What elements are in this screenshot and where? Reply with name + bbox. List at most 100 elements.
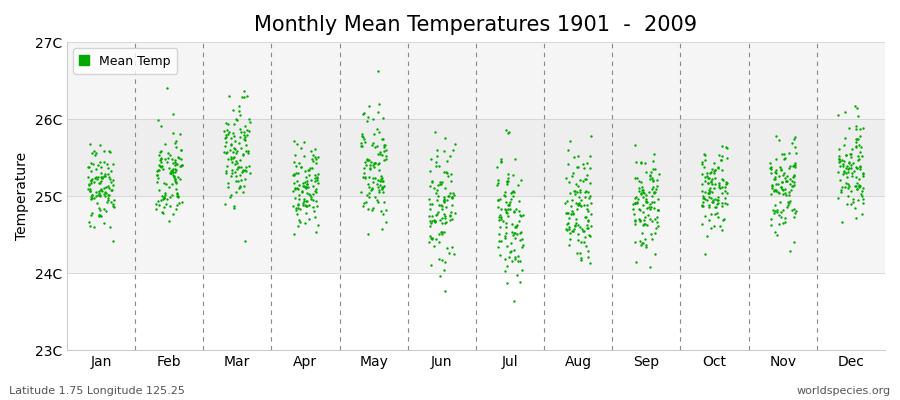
Point xyxy=(784,187,798,193)
Point xyxy=(238,176,252,182)
Point xyxy=(219,132,233,138)
Point xyxy=(856,184,870,191)
Point xyxy=(219,150,233,156)
Point xyxy=(785,140,799,146)
Point xyxy=(647,205,662,211)
Point xyxy=(563,236,578,242)
Point xyxy=(516,242,530,248)
Point xyxy=(652,206,666,213)
Point xyxy=(515,244,529,250)
Point xyxy=(154,148,168,154)
Bar xyxy=(67,273,885,350)
Point xyxy=(437,267,452,274)
Point xyxy=(580,248,595,254)
Point xyxy=(151,162,166,168)
Point xyxy=(170,191,184,198)
Point xyxy=(234,163,248,170)
Point xyxy=(584,133,598,139)
Point xyxy=(230,178,245,184)
Point xyxy=(511,208,526,215)
Point xyxy=(303,194,318,200)
Point xyxy=(710,210,724,216)
Point xyxy=(85,150,99,156)
Point xyxy=(89,150,104,156)
Point xyxy=(428,163,443,169)
Point xyxy=(161,149,176,156)
Point xyxy=(572,186,587,193)
Point xyxy=(500,213,515,219)
Point xyxy=(715,166,729,173)
Point xyxy=(435,179,449,185)
Point xyxy=(494,157,508,164)
Point xyxy=(374,172,388,179)
Point xyxy=(238,142,253,149)
Point xyxy=(848,183,862,190)
Point xyxy=(300,197,314,204)
Point xyxy=(652,207,666,213)
Point xyxy=(702,217,716,223)
Point xyxy=(775,151,789,157)
Point xyxy=(573,189,588,195)
Point xyxy=(229,169,243,176)
Point xyxy=(632,216,646,222)
Point xyxy=(435,206,449,212)
Point xyxy=(292,182,306,188)
Point xyxy=(571,231,585,237)
Point xyxy=(429,187,444,193)
Point xyxy=(507,298,521,304)
Point xyxy=(423,233,437,239)
Point xyxy=(310,170,325,177)
Point xyxy=(288,152,302,158)
Point xyxy=(577,202,591,208)
Point xyxy=(292,196,306,202)
Point xyxy=(717,200,732,206)
Point xyxy=(783,163,797,170)
Point xyxy=(850,139,864,146)
Point xyxy=(580,222,595,228)
Point xyxy=(711,196,725,203)
Point xyxy=(103,174,117,181)
Point xyxy=(231,140,246,146)
Point xyxy=(507,208,521,215)
Point xyxy=(158,141,173,148)
Point xyxy=(769,167,783,173)
Point xyxy=(378,207,392,213)
Point xyxy=(162,165,176,171)
Point xyxy=(649,225,663,231)
Point xyxy=(501,202,516,208)
Point xyxy=(423,200,437,207)
Point xyxy=(102,184,116,191)
Point xyxy=(501,178,516,185)
Point xyxy=(702,186,716,193)
Point xyxy=(220,130,235,137)
Point xyxy=(85,194,99,201)
Point xyxy=(634,242,648,248)
Point xyxy=(643,216,657,222)
Point xyxy=(444,209,458,216)
Point xyxy=(225,170,239,176)
Point xyxy=(299,184,313,190)
Point xyxy=(152,167,166,173)
Point xyxy=(93,192,107,198)
Point xyxy=(305,165,320,171)
Point xyxy=(831,168,845,175)
Point xyxy=(362,190,376,196)
Point xyxy=(227,205,241,212)
Point xyxy=(715,226,729,233)
Point xyxy=(776,190,790,197)
Point xyxy=(698,150,712,157)
Point xyxy=(374,176,388,182)
Point xyxy=(101,183,115,189)
Point xyxy=(500,207,514,213)
Point xyxy=(100,160,114,167)
Point xyxy=(783,181,797,187)
Point xyxy=(424,262,438,268)
Point xyxy=(297,198,311,204)
Point xyxy=(491,197,505,203)
Point xyxy=(580,202,594,208)
Point xyxy=(238,183,252,190)
Point xyxy=(840,163,854,169)
Point xyxy=(162,218,176,224)
Point xyxy=(446,251,461,257)
Point xyxy=(642,188,656,195)
